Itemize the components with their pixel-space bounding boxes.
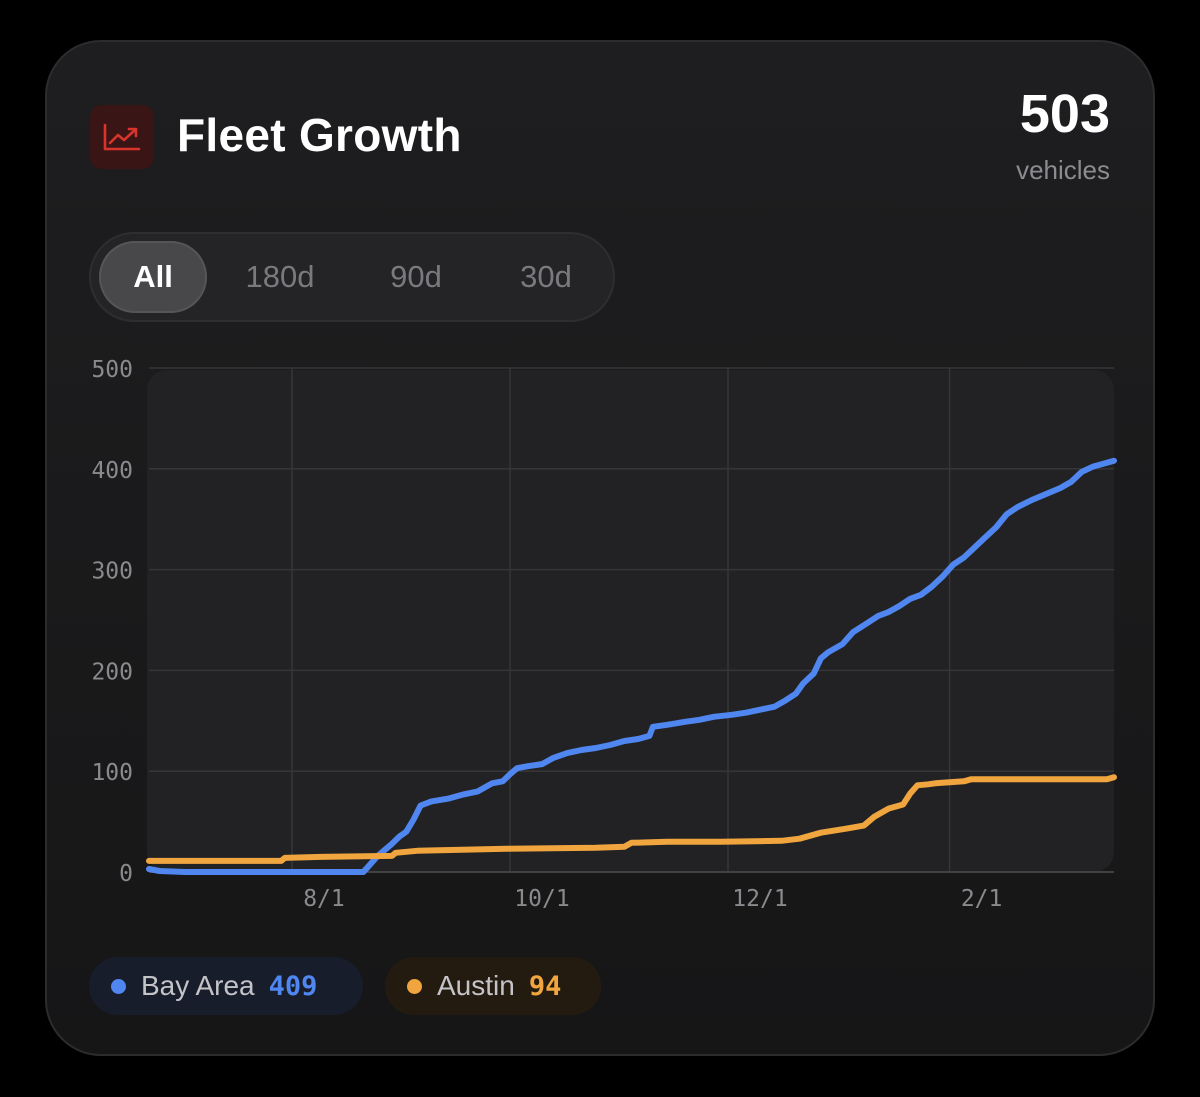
tab-90d[interactable]: 90d	[390, 259, 442, 294]
x-tick-label: 2/1	[961, 886, 1003, 912]
tab-180d[interactable]: 180d	[245, 259, 315, 294]
legend-label-austin: Austin	[437, 970, 515, 1001]
fleet-growth-card: Fleet Growth 503 vehicles All 180d 90d 3…	[45, 40, 1155, 1056]
vehicle-count-label: vehicles	[1016, 155, 1110, 185]
y-tick-label: 400	[91, 458, 133, 484]
plot-area	[147, 370, 1114, 872]
fleet-growth-chart: 0 100 200 300 400 500 8/1 10/1 12/1 2/1	[91, 357, 1117, 912]
legend-dot-bay-area	[111, 978, 126, 994]
series-line-bay-area	[146, 457, 1117, 875]
tab-30d[interactable]: 30d	[520, 259, 572, 294]
y-tick-label: 500	[91, 357, 133, 383]
y-tick-label: 100	[91, 760, 133, 786]
legend-label-bay-area: Bay Area	[141, 970, 255, 1001]
legend-austin[interactable]: Austin 94	[385, 957, 601, 1015]
legend-value-bay-area: 409	[268, 970, 318, 1002]
legend-value-austin: 94	[528, 970, 562, 1002]
tab-all[interactable]: All	[99, 241, 207, 313]
card-title: Fleet Growth	[177, 109, 462, 161]
y-tick-label: 0	[119, 861, 133, 887]
legend-dot-austin	[407, 978, 422, 994]
trending-up-icon	[90, 105, 154, 169]
range-selector: All 180d 90d 30d	[89, 232, 615, 322]
x-tick-label: 10/1	[514, 886, 569, 912]
x-tick-label: 12/1	[732, 886, 787, 912]
x-tick-label: 8/1	[303, 886, 345, 912]
y-tick-label: 300	[91, 559, 133, 585]
vehicle-count: 503	[1019, 84, 1110, 144]
y-tick-label: 200	[91, 659, 133, 685]
vehicle-count-block: 503 vehicles	[1016, 87, 1110, 186]
legend-bay-area[interactable]: Bay Area 409	[89, 957, 363, 1015]
series-line-austin	[146, 774, 1117, 864]
